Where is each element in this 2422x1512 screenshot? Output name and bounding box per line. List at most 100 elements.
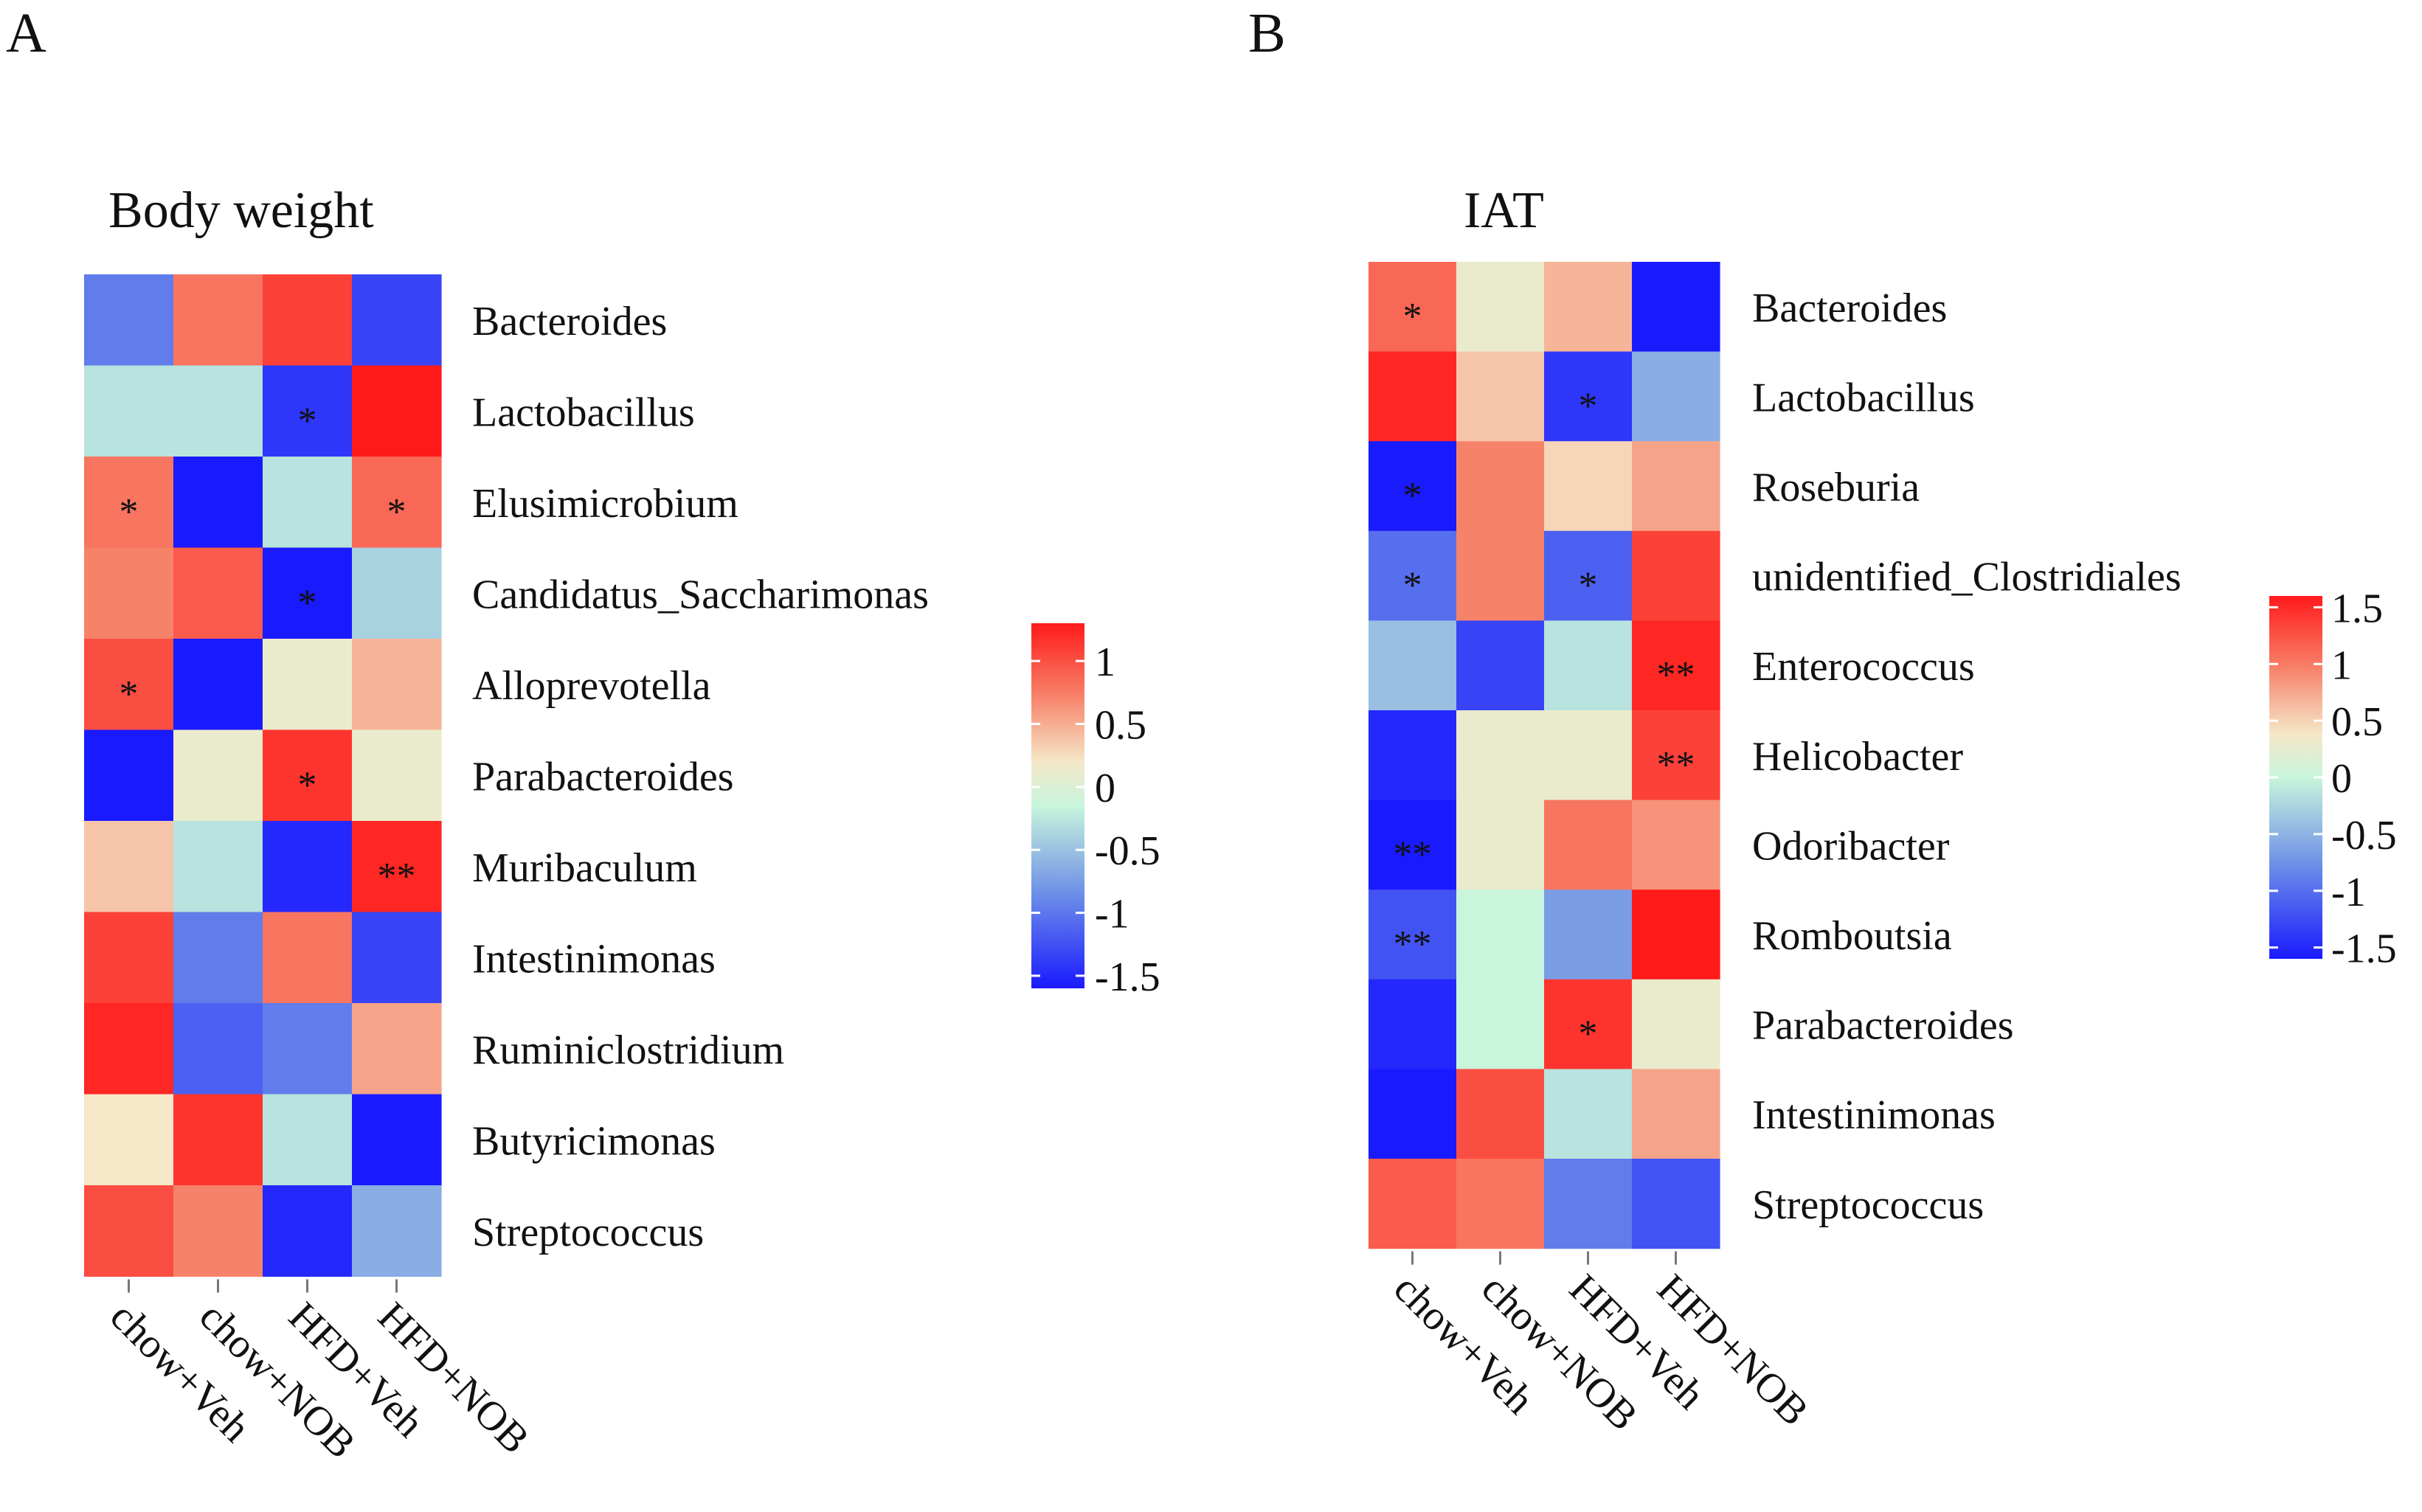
panel-label-a: A bbox=[6, 2, 46, 64]
row-label-lactobacillus: Lactobacillus bbox=[1752, 375, 1975, 420]
heatmap-cell-intestinimonas-hfd-veh bbox=[1544, 1069, 1633, 1159]
heatmap-cell-candidatus-saccharimonas-hfd-veh bbox=[263, 547, 353, 639]
heatmap-cell-elusimicrobium-hfd-veh bbox=[263, 457, 353, 549]
heatmap-cell-bacteroides-chow-nob bbox=[1456, 262, 1545, 353]
heatmap-cell-ruminiclostridium-chow-veh bbox=[84, 1003, 174, 1095]
heatmap-cell-lactobacillus-hfd-veh bbox=[1544, 351, 1633, 442]
heatmap-cell-lactobacillus-chow-nob bbox=[173, 365, 263, 457]
legend-colorbar bbox=[1031, 623, 1084, 988]
row-label-lactobacillus: Lactobacillus bbox=[472, 389, 695, 435]
significance-marker: * bbox=[1403, 475, 1422, 517]
heatmap-cell-bacteroides-chow-veh bbox=[84, 274, 174, 367]
heatmap-cell-bacteroides-chow-veh bbox=[1369, 262, 1457, 353]
heatmap-cell-bacteroides-hfd-nob bbox=[1632, 262, 1720, 353]
heatmap-cell-streptococcus-chow-veh bbox=[1369, 1159, 1457, 1249]
row-label-unidentified-clostridiales: unidentified_Clostridiales bbox=[1752, 555, 2181, 600]
heatmap-cell-streptococcus-chow-veh bbox=[84, 1185, 174, 1277]
significance-marker: * bbox=[1403, 296, 1422, 338]
significance-marker: ** bbox=[1657, 744, 1695, 786]
heatmap-cell-streptococcus-chow-nob bbox=[173, 1185, 263, 1277]
significance-marker: * bbox=[387, 491, 406, 533]
heatmap-cell-butyricimonas-hfd-nob bbox=[352, 1094, 442, 1186]
heatmap-cell-roseburia-hfd-nob bbox=[1632, 441, 1720, 532]
legend-tick-label: -0.5 bbox=[2331, 813, 2397, 859]
heatmap-cell-alloprevotella-chow-veh bbox=[84, 639, 174, 731]
heatmap-cell-parabacteroides-chow-nob bbox=[173, 729, 263, 822]
heatmap-cell-elusimicrobium-hfd-nob bbox=[352, 457, 442, 549]
significance-marker: * bbox=[120, 491, 139, 533]
heatmap-cell-alloprevotella-hfd-nob bbox=[352, 639, 442, 731]
heatmap-cell-enterococcus-chow-nob bbox=[1456, 620, 1545, 711]
heatmap-cell-bacteroides-hfd-veh bbox=[1544, 262, 1633, 353]
row-label-elusimicrobium: Elusimicrobium bbox=[472, 481, 738, 527]
heatmap-cell-ruminiclostridium-chow-nob bbox=[173, 1003, 263, 1095]
heatmap-cell-romboutsia-hfd-veh bbox=[1544, 889, 1633, 980]
legend-tick-label: -1 bbox=[2331, 870, 2366, 915]
heatmap-cell-romboutsia-chow-veh bbox=[1369, 889, 1457, 980]
legend-tick-label: -1 bbox=[1095, 892, 1129, 937]
heatmap-cell-parabacteroides-chow-veh bbox=[84, 729, 174, 822]
heatmap-cell-streptococcus-hfd-veh bbox=[263, 1185, 353, 1277]
heatmap-cell-parabacteroides-hfd-nob bbox=[1632, 979, 1720, 1069]
heatmap-cell-alloprevotella-hfd-veh bbox=[263, 639, 353, 731]
heatmap-cell-parabacteroides-hfd-nob bbox=[352, 729, 442, 822]
heatmap-cell-unidentified-clostridiales-chow-nob bbox=[1456, 530, 1545, 621]
heatmap-cell-helicobacter-chow-veh bbox=[1369, 710, 1457, 801]
heatmap-cell-lactobacillus-hfd-veh bbox=[263, 365, 353, 457]
significance-marker: ** bbox=[1657, 654, 1695, 696]
heatmap-cell-ruminiclostridium-hfd-veh bbox=[263, 1003, 353, 1095]
heatmap-cell-odoribacter-chow-veh bbox=[1369, 800, 1457, 890]
row-label-parabacteroides: Parabacteroides bbox=[472, 754, 733, 800]
heatmap-cell-streptococcus-hfd-nob bbox=[352, 1185, 442, 1277]
heatmap-cell-lactobacillus-chow-veh bbox=[84, 365, 174, 457]
heatmap-title: IAT bbox=[1464, 182, 1544, 239]
legend-tick-label: 1 bbox=[1095, 639, 1115, 685]
heatmap-cell-muribaculum-chow-nob bbox=[173, 821, 263, 913]
heatmap-cell-intestinimonas-chow-nob bbox=[173, 912, 263, 1004]
heatmap-cell-parabacteroides-hfd-veh bbox=[1544, 979, 1633, 1069]
row-label-roseburia: Roseburia bbox=[1752, 465, 1920, 510]
row-label-romboutsia: Romboutsia bbox=[1752, 913, 1952, 959]
heatmap-cell-streptococcus-hfd-veh bbox=[1544, 1159, 1633, 1249]
heatmap-cell-odoribacter-chow-nob bbox=[1456, 800, 1545, 890]
significance-marker: * bbox=[1579, 1013, 1598, 1055]
heatmap-cell-roseburia-chow-veh bbox=[1369, 441, 1457, 532]
significance-marker: * bbox=[1579, 385, 1598, 427]
heatmap-cell-intestinimonas-chow-veh bbox=[84, 912, 174, 1004]
row-label-bacteroides: Bacteroides bbox=[472, 299, 667, 344]
significance-marker: * bbox=[1403, 565, 1422, 607]
heatmap-cell-muribaculum-hfd-veh bbox=[263, 821, 353, 913]
heatmap-cell-muribaculum-chow-veh bbox=[84, 821, 174, 913]
heatmap-cell-intestinimonas-hfd-nob bbox=[352, 912, 442, 1004]
heatmap-cell-parabacteroides-chow-nob bbox=[1456, 979, 1545, 1069]
significance-marker: ** bbox=[378, 856, 416, 898]
heatmap-cell-alloprevotella-chow-nob bbox=[173, 639, 263, 731]
heatmap-cell-odoribacter-hfd-nob bbox=[1632, 800, 1720, 890]
heatmap-cell-intestinimonas-chow-nob bbox=[1456, 1069, 1545, 1159]
heatmap-cell-unidentified-clostridiales-hfd-nob bbox=[1632, 530, 1720, 621]
row-label-streptococcus: Streptococcus bbox=[472, 1210, 704, 1255]
heatmap-cell-romboutsia-chow-nob bbox=[1456, 889, 1545, 980]
color-legend: 1.5 1 0.5 0 -0.5 -1 -1.5 bbox=[2269, 586, 2397, 972]
heatmap-cell-butyricimonas-chow-nob bbox=[173, 1094, 263, 1186]
heatmap-cell-candidatus-saccharimonas-hfd-nob bbox=[352, 547, 442, 639]
significance-marker: * bbox=[298, 582, 317, 624]
heatmap-cell-odoribacter-hfd-veh bbox=[1544, 800, 1633, 890]
significance-marker: ** bbox=[1394, 923, 1432, 965]
heatmap-cell-parabacteroides-hfd-veh bbox=[263, 729, 353, 822]
row-label-intestinimonas: Intestinimonas bbox=[1752, 1092, 1996, 1138]
heatmap-cell-streptococcus-chow-nob bbox=[1456, 1159, 1545, 1249]
heatmap-cell-candidatus-saccharimonas-chow-nob bbox=[173, 547, 263, 639]
heatmap-cell-candidatus-saccharimonas-chow-veh bbox=[84, 547, 174, 639]
row-label-bacteroides: Bacteroides bbox=[1752, 285, 1947, 331]
heatmap-cell-intestinimonas-hfd-veh bbox=[263, 912, 353, 1004]
heatmap-cell-unidentified-clostridiales-chow-veh bbox=[1369, 530, 1457, 621]
row-label-enterococcus: Enterococcus bbox=[1752, 644, 1975, 690]
heatmap-cell-helicobacter-chow-nob bbox=[1456, 710, 1545, 801]
significance-marker: * bbox=[298, 400, 317, 442]
heatmap-cell-bacteroides-chow-nob bbox=[173, 274, 263, 367]
heatmap-cell-bacteroides-hfd-nob bbox=[352, 274, 442, 367]
row-label-ruminiclostridium: Ruminiclostridium bbox=[472, 1027, 784, 1073]
row-label-butyricimonas: Butyricimonas bbox=[472, 1118, 716, 1164]
